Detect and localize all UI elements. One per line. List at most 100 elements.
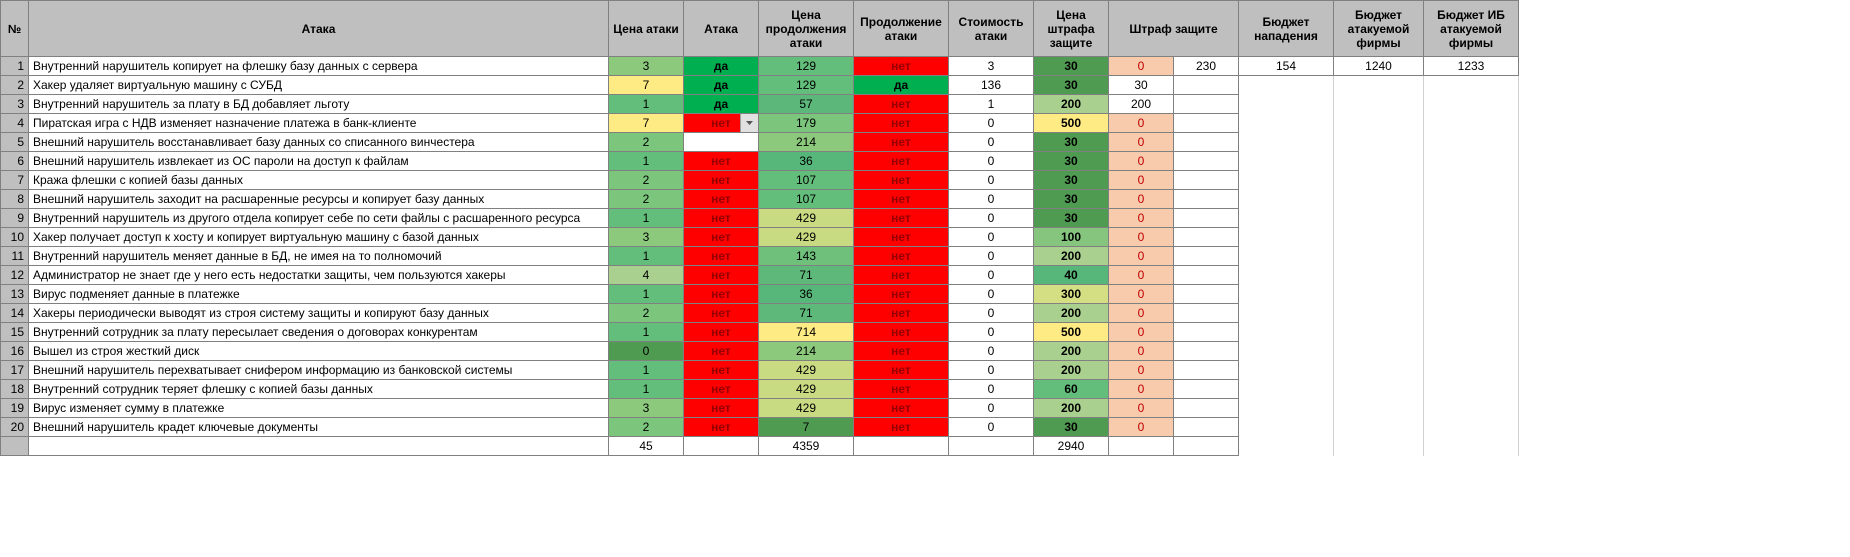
pen-price-cell[interactable]: 200	[1034, 342, 1109, 361]
penalty-cell[interactable]: 0	[1109, 133, 1174, 152]
penalty-cell[interactable]: 0	[1109, 285, 1174, 304]
cont-price-cell[interactable]: 57	[759, 95, 854, 114]
price-cell[interactable]: 1	[609, 361, 684, 380]
do-cell[interactable]: нет	[684, 342, 759, 361]
price-cell[interactable]: 2	[609, 133, 684, 152]
penalty-cell[interactable]: 0	[1109, 418, 1174, 437]
attack-name-cell[interactable]: Внутренний нарушитель меняет данные в БД…	[29, 247, 609, 266]
penalty-cell[interactable]: 0	[1109, 152, 1174, 171]
cont-cell[interactable]: нет	[854, 171, 949, 190]
pen-price-cell[interactable]: 30	[1034, 133, 1109, 152]
cont-price-cell[interactable]: 129	[759, 76, 854, 95]
cost-cell[interactable]: 0	[949, 266, 1034, 285]
cont-price-cell[interactable]: 714	[759, 323, 854, 342]
cont-cell[interactable]: нет	[854, 399, 949, 418]
do-cell[interactable]: нет	[684, 190, 759, 209]
cont-cell[interactable]: нет	[854, 152, 949, 171]
blank[interactable]	[1174, 380, 1239, 399]
cont-price-cell[interactable]: 71	[759, 304, 854, 323]
do-cell[interactable]: нет	[684, 380, 759, 399]
cont-price-cell[interactable]: 429	[759, 380, 854, 399]
cont-cell[interactable]: нет	[854, 247, 949, 266]
cost-cell[interactable]: 0	[949, 304, 1034, 323]
attack-name-cell[interactable]: Внешний нарушитель крадет ключевые докум…	[29, 418, 609, 437]
attack-name-cell[interactable]: Внутренний нарушитель из другого отдела …	[29, 209, 609, 228]
penalty-cell[interactable]: 0	[1109, 399, 1174, 418]
price-cell[interactable]: 1	[609, 152, 684, 171]
blank[interactable]	[1174, 285, 1239, 304]
cont-cell[interactable]: нет	[854, 342, 949, 361]
cont-price-cell[interactable]: 429	[759, 209, 854, 228]
cont-cell[interactable]: нет	[854, 380, 949, 399]
price-cell[interactable]: 1	[609, 209, 684, 228]
pen-price-cell[interactable]: 200	[1034, 304, 1109, 323]
price-cell[interactable]: 7	[609, 76, 684, 95]
blank[interactable]	[1174, 95, 1239, 114]
attack-name-cell[interactable]: Хакер получает доступ к хосту и копирует…	[29, 228, 609, 247]
cost-cell[interactable]: 0	[949, 152, 1034, 171]
price-cell[interactable]: 3	[609, 57, 684, 76]
penalty-cell[interactable]: 0	[1109, 342, 1174, 361]
attack-name-cell[interactable]: Вышел из строя жесткий диск	[29, 342, 609, 361]
attack-name-cell[interactable]: Внешний нарушитель восстанавливает базу …	[29, 133, 609, 152]
pen-price-cell[interactable]: 30	[1034, 209, 1109, 228]
penalty-cell[interactable]: 0	[1109, 380, 1174, 399]
cont-price-cell[interactable]: 107	[759, 190, 854, 209]
cont-cell[interactable]: нет	[854, 114, 949, 133]
penalty-cell[interactable]: 0	[1109, 304, 1174, 323]
cont-cell[interactable]: нет	[854, 228, 949, 247]
price-cell[interactable]: 2	[609, 304, 684, 323]
cont-price-cell[interactable]: 36	[759, 285, 854, 304]
cont-cell[interactable]: нет	[854, 285, 949, 304]
penalty-cell[interactable]: 0	[1109, 190, 1174, 209]
price-cell[interactable]: 3	[609, 228, 684, 247]
do-cell[interactable]: нет	[684, 418, 759, 437]
cost-cell[interactable]: 0	[949, 247, 1034, 266]
price-cell[interactable]: 2	[609, 190, 684, 209]
cost-cell[interactable]: 0	[949, 114, 1034, 133]
do-cell[interactable]: нет	[684, 304, 759, 323]
blank[interactable]	[1174, 418, 1239, 437]
attack-name-cell[interactable]: Внешний нарушитель извлекает из ОС парол…	[29, 152, 609, 171]
cont-cell[interactable]: да	[854, 76, 949, 95]
do-cell[interactable]: да	[684, 57, 759, 76]
cont-price-cell[interactable]: 179	[759, 114, 854, 133]
dropdown-list[interactable]: данет	[684, 132, 759, 133]
attack-name-cell[interactable]: Внешний нарушитель заходит на расшаренны…	[29, 190, 609, 209]
cont-price-cell[interactable]: 7	[759, 418, 854, 437]
do-cell[interactable]: нет	[684, 361, 759, 380]
cost-cell[interactable]: 0	[949, 361, 1034, 380]
cost-cell[interactable]: 0	[949, 190, 1034, 209]
cont-cell[interactable]: нет	[854, 133, 949, 152]
attack-name-cell[interactable]: Внутренний нарушитель за плату в БД доба…	[29, 95, 609, 114]
pen-price-cell[interactable]: 30	[1034, 171, 1109, 190]
pen-price-cell[interactable]: 300	[1034, 285, 1109, 304]
penalty-cell[interactable]: 0	[1109, 171, 1174, 190]
pen-price-cell[interactable]: 200	[1034, 399, 1109, 418]
cont-price-cell[interactable]: 129	[759, 57, 854, 76]
penalty-cell[interactable]: 30	[1109, 76, 1174, 95]
cont-price-cell[interactable]: 429	[759, 399, 854, 418]
price-cell[interactable]: 4	[609, 266, 684, 285]
budget-ib[interactable]: 1233	[1424, 57, 1519, 76]
pen-price-cell[interactable]: 200	[1034, 95, 1109, 114]
do-cell[interactable]: нет	[684, 209, 759, 228]
do-cell-active[interactable]: нетданет	[684, 114, 759, 133]
cont-cell[interactable]: нет	[854, 266, 949, 285]
penalty-cell[interactable]: 0	[1109, 209, 1174, 228]
attack-name-cell[interactable]: Хакеры периодически выводят из строя сис…	[29, 304, 609, 323]
price-cell[interactable]: 1	[609, 323, 684, 342]
cost-cell[interactable]: 0	[949, 418, 1034, 437]
blank[interactable]	[1174, 266, 1239, 285]
penalty-cell[interactable]: 0	[1109, 57, 1174, 76]
penalty-cell[interactable]: 0	[1109, 361, 1174, 380]
do-cell[interactable]: нет	[684, 152, 759, 171]
do-cell[interactable]: нет	[684, 228, 759, 247]
penalty-cell[interactable]: 0	[1109, 323, 1174, 342]
cont-price-cell[interactable]: 429	[759, 361, 854, 380]
cost-cell[interactable]: 0	[949, 133, 1034, 152]
cont-price-cell[interactable]: 107	[759, 171, 854, 190]
attack-name-cell[interactable]: Внутренний сотрудник теряет флешку с коп…	[29, 380, 609, 399]
attack-name-cell[interactable]: Внутренний сотрудник за плату пересылает…	[29, 323, 609, 342]
cont-cell[interactable]: нет	[854, 190, 949, 209]
